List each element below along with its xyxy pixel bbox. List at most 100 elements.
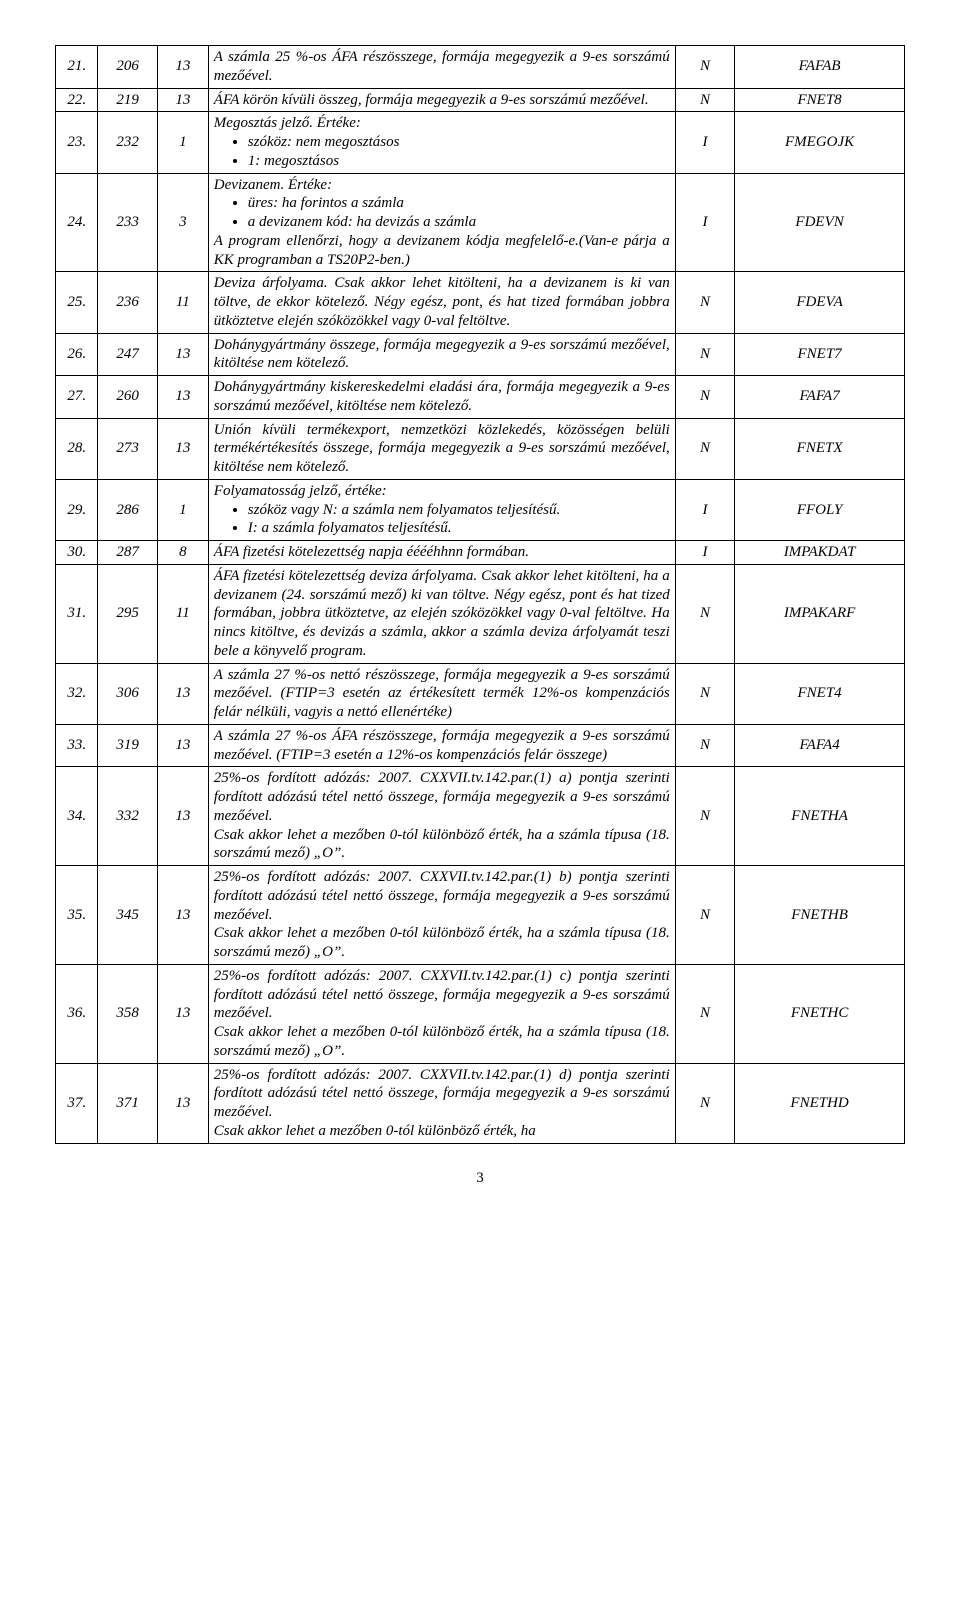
cell-pos: 273 bbox=[98, 418, 157, 479]
cell-pos: 345 bbox=[98, 866, 157, 965]
cell-pos: 319 bbox=[98, 724, 157, 767]
cell-seq: 37. bbox=[56, 1063, 98, 1143]
cell-len: 13 bbox=[157, 418, 208, 479]
cell-type: N bbox=[675, 663, 734, 724]
cell-type: N bbox=[675, 1063, 734, 1143]
cell-seq: 29. bbox=[56, 479, 98, 540]
table-row: 36.3581325%-os fordított adózás: 2007. C… bbox=[56, 964, 905, 1063]
cell-pos: 219 bbox=[98, 88, 157, 112]
cell-seq: 21. bbox=[56, 46, 98, 89]
cell-len: 13 bbox=[157, 663, 208, 724]
cell-type: N bbox=[675, 418, 734, 479]
cell-description: A számla 27 %-os ÁFA részösszege, formáj… bbox=[208, 724, 675, 767]
cell-pos: 306 bbox=[98, 663, 157, 724]
table-row: 25.23611Deviza árfolyama. Csak akkor leh… bbox=[56, 272, 905, 333]
cell-len: 3 bbox=[157, 173, 208, 272]
cell-len: 13 bbox=[157, 767, 208, 866]
table-row: 28.27313Unión kívüli termékexport, nemze… bbox=[56, 418, 905, 479]
cell-seq: 34. bbox=[56, 767, 98, 866]
cell-field-name: FNETHA bbox=[735, 767, 905, 866]
cell-pos: 260 bbox=[98, 376, 157, 419]
cell-field-name: FNETHB bbox=[735, 866, 905, 965]
field-definitions-table: 21.20613A számla 25 %-os ÁFA részösszege… bbox=[55, 45, 905, 1144]
cell-len: 8 bbox=[157, 541, 208, 565]
cell-description: A számla 25 %-os ÁFA részösszege, formáj… bbox=[208, 46, 675, 89]
cell-type: N bbox=[675, 866, 734, 965]
cell-description: Deviza árfolyama. Csak akkor lehet kitöl… bbox=[208, 272, 675, 333]
cell-description: Folyamatosság jelző, értéke:szóköz vagy … bbox=[208, 479, 675, 540]
cell-pos: 233 bbox=[98, 173, 157, 272]
table-row: 33.31913A számla 27 %-os ÁFA részösszege… bbox=[56, 724, 905, 767]
cell-type: N bbox=[675, 767, 734, 866]
cell-type: N bbox=[675, 564, 734, 663]
cell-description: ÁFA fizetési kötelezettség deviza árfoly… bbox=[208, 564, 675, 663]
cell-seq: 28. bbox=[56, 418, 98, 479]
cell-len: 13 bbox=[157, 1063, 208, 1143]
cell-type: I bbox=[675, 479, 734, 540]
cell-description: Dohánygyártmány kiskereskedelmi eladási … bbox=[208, 376, 675, 419]
table-row: 34.3321325%-os fordított adózás: 2007. C… bbox=[56, 767, 905, 866]
cell-type: I bbox=[675, 541, 734, 565]
cell-description: A számla 27 %-os nettó részösszege, form… bbox=[208, 663, 675, 724]
cell-type: I bbox=[675, 173, 734, 272]
cell-len: 13 bbox=[157, 866, 208, 965]
cell-field-name: FNET4 bbox=[735, 663, 905, 724]
cell-description: 25%-os fordított adózás: 2007. CXXVII.tv… bbox=[208, 964, 675, 1063]
cell-pos: 286 bbox=[98, 479, 157, 540]
table-row: 22.21913ÁFA körön kívüli összeg, formája… bbox=[56, 88, 905, 112]
cell-field-name: FDEVA bbox=[735, 272, 905, 333]
cell-len: 13 bbox=[157, 88, 208, 112]
table-row: 37.3711325%-os fordított adózás: 2007. C… bbox=[56, 1063, 905, 1143]
cell-description: Megosztás jelző. Értéke:szóköz: nem mego… bbox=[208, 112, 675, 173]
cell-type: N bbox=[675, 333, 734, 376]
cell-seq: 23. bbox=[56, 112, 98, 173]
page-number: 3 bbox=[55, 1170, 905, 1187]
cell-pos: 236 bbox=[98, 272, 157, 333]
cell-field-name: FAFAB bbox=[735, 46, 905, 89]
table-row: 35.3451325%-os fordított adózás: 2007. C… bbox=[56, 866, 905, 965]
cell-seq: 36. bbox=[56, 964, 98, 1063]
cell-type: N bbox=[675, 88, 734, 112]
cell-field-name: FMEGOJK bbox=[735, 112, 905, 173]
cell-type: N bbox=[675, 724, 734, 767]
cell-description: Devizanem. Értéke:üres: ha forintos a sz… bbox=[208, 173, 675, 272]
cell-seq: 25. bbox=[56, 272, 98, 333]
cell-field-name: FNETHC bbox=[735, 964, 905, 1063]
cell-seq: 33. bbox=[56, 724, 98, 767]
cell-seq: 30. bbox=[56, 541, 98, 565]
cell-field-name: FDEVN bbox=[735, 173, 905, 272]
cell-type: N bbox=[675, 46, 734, 89]
table-row: 31.29511ÁFA fizetési kötelezettség deviz… bbox=[56, 564, 905, 663]
cell-len: 11 bbox=[157, 564, 208, 663]
cell-type: N bbox=[675, 376, 734, 419]
cell-field-name: IMPAKARF bbox=[735, 564, 905, 663]
cell-description: Unión kívüli termékexport, nemzetközi kö… bbox=[208, 418, 675, 479]
table-row: 27.26013Dohánygyártmány kiskereskedelmi … bbox=[56, 376, 905, 419]
cell-seq: 26. bbox=[56, 333, 98, 376]
cell-len: 13 bbox=[157, 724, 208, 767]
cell-description: 25%-os fordított adózás: 2007. CXXVII.tv… bbox=[208, 1063, 675, 1143]
cell-len: 1 bbox=[157, 479, 208, 540]
cell-seq: 27. bbox=[56, 376, 98, 419]
table-row: 23.2321Megosztás jelző. Értéke:szóköz: n… bbox=[56, 112, 905, 173]
table-row: 30.2878ÁFA fizetési kötelezettség napja … bbox=[56, 541, 905, 565]
cell-field-name: FNET8 bbox=[735, 88, 905, 112]
cell-pos: 332 bbox=[98, 767, 157, 866]
cell-seq: 35. bbox=[56, 866, 98, 965]
cell-field-name: FNET7 bbox=[735, 333, 905, 376]
cell-pos: 287 bbox=[98, 541, 157, 565]
table-row: 24.2333Devizanem. Értéke:üres: ha forint… bbox=[56, 173, 905, 272]
cell-pos: 295 bbox=[98, 564, 157, 663]
cell-seq: 32. bbox=[56, 663, 98, 724]
cell-len: 1 bbox=[157, 112, 208, 173]
cell-pos: 371 bbox=[98, 1063, 157, 1143]
cell-field-name: FFOLY bbox=[735, 479, 905, 540]
cell-len: 13 bbox=[157, 376, 208, 419]
cell-field-name: FAFA4 bbox=[735, 724, 905, 767]
cell-seq: 31. bbox=[56, 564, 98, 663]
cell-description: Dohánygyártmány összege, formája megegye… bbox=[208, 333, 675, 376]
table-row: 29.2861Folyamatosság jelző, értéke:szókö… bbox=[56, 479, 905, 540]
cell-field-name: FAFA7 bbox=[735, 376, 905, 419]
cell-len: 13 bbox=[157, 964, 208, 1063]
table-row: 21.20613A számla 25 %-os ÁFA részösszege… bbox=[56, 46, 905, 89]
